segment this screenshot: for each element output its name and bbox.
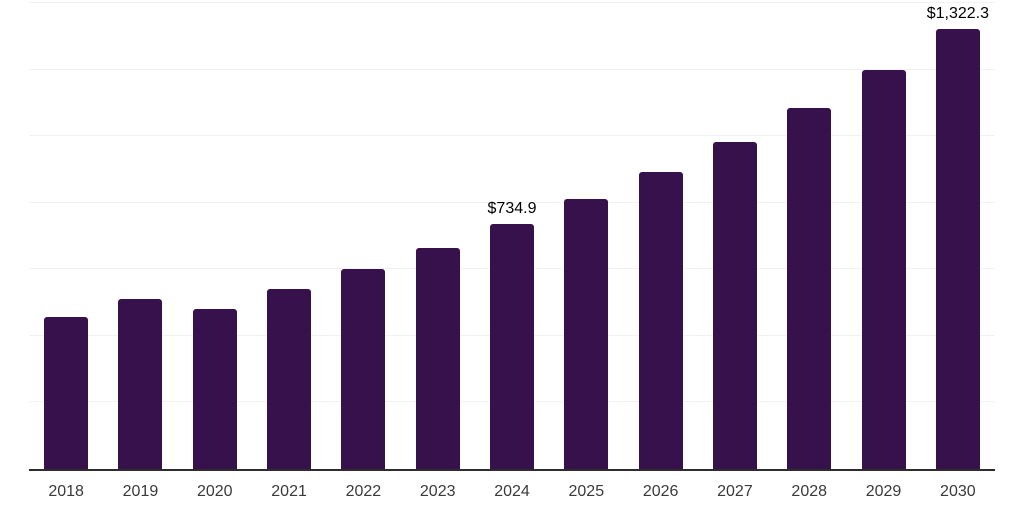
x-axis-label-2024: 2024 xyxy=(494,483,530,500)
bar-2022 xyxy=(341,268,386,469)
bar-2029 xyxy=(861,69,906,469)
bar-2018 xyxy=(44,316,89,469)
x-axis-label-2021: 2021 xyxy=(271,483,307,500)
x-axis-label-2019: 2019 xyxy=(122,483,159,500)
x-axis-labels: 2018 2019 2020 2021 2022 2023 2024 2025 2026 2027… xyxy=(0,484,1024,506)
bar-2024 xyxy=(490,224,534,469)
x-axis-label-2029: 2029 xyxy=(865,483,902,500)
bar-2021 xyxy=(267,288,312,469)
plot-area: $734.9 $1,322.3 xyxy=(29,2,995,469)
bar-2023 xyxy=(415,248,460,469)
x-axis-label-2030: 2030 xyxy=(940,483,976,500)
gridline-1200 xyxy=(29,68,995,70)
x-axis-line xyxy=(29,469,995,471)
gridline-800 xyxy=(29,201,995,203)
bar-2028 xyxy=(787,108,832,469)
x-axis-label-2020: 2020 xyxy=(196,483,233,500)
x-axis-label-2022: 2022 xyxy=(345,483,382,500)
bar-2019 xyxy=(118,298,163,469)
x-axis-label-2027: 2027 xyxy=(717,483,753,500)
data-label-2030: $1,322.3 xyxy=(926,4,989,22)
data-label-2024: $734.9 xyxy=(487,200,537,218)
x-axis-label-2028: 2028 xyxy=(791,483,828,500)
bar-2027 xyxy=(712,142,757,469)
x-axis-label-2023: 2023 xyxy=(419,483,456,500)
gridline-1400 xyxy=(29,2,995,3)
gridline-1000 xyxy=(29,135,995,137)
bar-2020 xyxy=(192,308,237,469)
bar-2026 xyxy=(638,172,683,469)
x-axis-label-2026: 2026 xyxy=(642,483,679,500)
bar-2025 xyxy=(564,198,609,469)
x-axis-label-2025: 2025 xyxy=(568,483,605,500)
x-axis-label-2018: 2018 xyxy=(48,483,84,500)
bar-2030 xyxy=(935,28,980,469)
